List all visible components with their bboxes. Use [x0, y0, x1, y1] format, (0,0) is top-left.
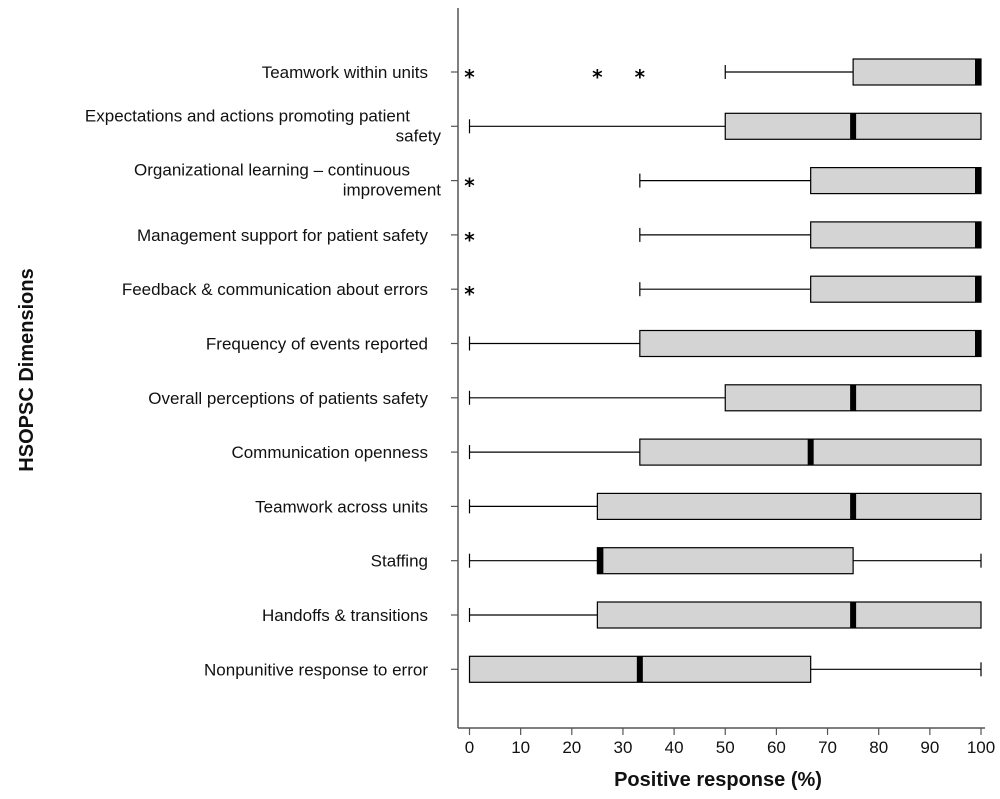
x-tick-label: 40: [665, 738, 684, 757]
category-label: Overall perceptions of patients safety: [148, 389, 428, 408]
boxplot-row: Teamwork within units * * *: [262, 58, 982, 89]
category-label: Handoffs & transitions: [262, 606, 428, 625]
boxplot-row: Overall perceptions of patients safety: [148, 384, 982, 412]
median-line: [975, 276, 981, 303]
median-line: [850, 384, 857, 411]
x-tick-label: 60: [767, 738, 786, 757]
iqr-box: [810, 275, 982, 303]
median-line: [975, 330, 981, 357]
outlier-marker: *: [464, 228, 475, 252]
axes-group: 0 10 20 30 40 50 60 70 80 90 100: [457, 8, 995, 757]
outlier-marker: *: [464, 65, 475, 89]
boxplot-row: Frequency of events reported: [206, 329, 982, 358]
boxplot-row: Staffing: [371, 547, 982, 575]
iqr-box: [639, 329, 982, 358]
median-line: [975, 59, 981, 85]
category-label: Expectations and actions promoting patie…: [85, 106, 442, 145]
x-tick-label: 10: [511, 738, 530, 757]
x-tick-label: 50: [716, 738, 735, 757]
median-line: [850, 493, 857, 520]
x-tick-label: 20: [562, 738, 581, 757]
x-tick-label: 0: [465, 738, 474, 757]
category-label-line: Organizational learning – continuous: [134, 161, 410, 180]
median-line: [975, 221, 981, 248]
iqr-box: [810, 221, 982, 249]
x-tick-label: 90: [920, 738, 939, 757]
category-label: Frequency of events reported: [206, 335, 428, 354]
outlier-marker: *: [592, 65, 603, 89]
category-label-line: safety: [396, 126, 442, 145]
boxplot-row: Organizational learning – continuous impr…: [134, 161, 982, 200]
category-label: Staffing: [371, 552, 428, 571]
median-line: [850, 602, 857, 628]
boxplot-row: Communication openness: [231, 438, 982, 466]
category-label: Nonpunitive response to error: [204, 660, 428, 679]
boxplot-row: Feedback & communication about errors *: [122, 275, 982, 306]
category-label: Feedback & communication about errors: [122, 280, 428, 299]
category-label-line: improvement: [343, 181, 442, 200]
x-tick-label: 30: [613, 738, 632, 757]
boxplot-row: Handoffs & transitions: [262, 601, 982, 629]
boxplot-row: Teamwork across units: [255, 492, 982, 520]
x-tick-label: 70: [818, 738, 837, 757]
median-line: [597, 547, 604, 574]
boxplot-row: Management support for patient safety *: [137, 221, 982, 252]
median-line: [850, 113, 857, 140]
category-label: Management support for patient safety: [137, 226, 429, 245]
iqr-box: [810, 167, 982, 195]
axis-titles: Positive response (%) HSOPSC Dimensions: [16, 268, 822, 791]
category-label: Teamwork across units: [255, 497, 428, 516]
outlier-marker: *: [464, 174, 475, 198]
iqr-box: [596, 547, 854, 575]
iqr-box: [596, 492, 982, 520]
outlier-marker: *: [464, 282, 475, 306]
iqr-box: [852, 58, 982, 86]
category-label: Teamwork within units: [262, 63, 428, 82]
category-label: Organizational learning – continuous impr…: [134, 161, 441, 200]
iqr-box: [596, 601, 982, 629]
median-line: [807, 439, 814, 466]
outlier-marker: *: [635, 65, 646, 89]
x-axis-title: Positive response (%): [614, 769, 822, 791]
category-label: Communication openness: [231, 443, 428, 462]
boxplot-rows: Teamwork within units * * * Expectations and…: [85, 58, 982, 683]
median-line: [975, 167, 981, 194]
boxplot-row: Expectations and actions promoting patie…: [85, 106, 982, 145]
x-tick-label: 100: [967, 738, 995, 757]
median-line: [636, 656, 643, 683]
x-tick-label: 80: [869, 738, 888, 757]
boxplot-row: Nonpunitive response to error: [204, 655, 982, 683]
category-label-line: Expectations and actions promoting patie…: [85, 106, 410, 125]
y-axis-title: HSOPSC Dimensions: [16, 268, 38, 471]
